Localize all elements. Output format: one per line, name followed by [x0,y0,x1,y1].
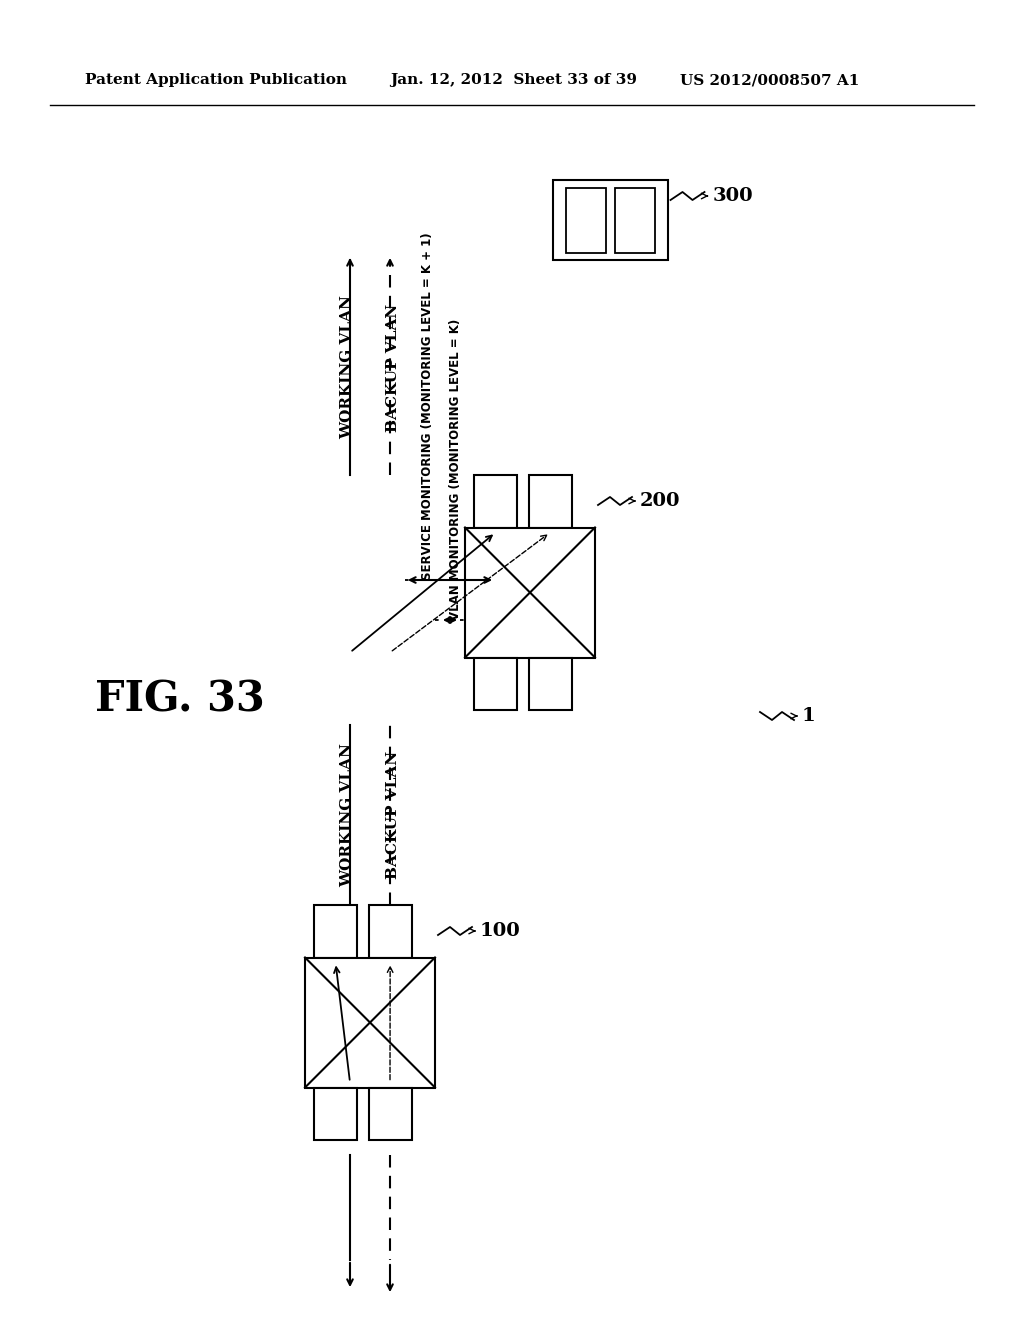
Bar [528,475,571,528]
Text: Patent Application Publication: Patent Application Publication [85,73,347,87]
Text: US 2012/0008507 A1: US 2012/0008507 A1 [680,73,859,87]
Text: 300: 300 [713,187,753,205]
Text: VLAN MONITORING (MONITORING LEVEL = K): VLAN MONITORING (MONITORING LEVEL = K) [449,318,462,620]
Bar [305,957,435,1088]
Bar [565,187,605,253]
Bar [314,1088,357,1140]
Text: 1: 1 [802,708,816,725]
Bar [528,657,571,710]
Bar [465,528,595,657]
Bar [314,906,357,957]
Text: BACKUP VLAN: BACKUP VLAN [386,751,400,879]
Text: Jan. 12, 2012  Sheet 33 of 39: Jan. 12, 2012 Sheet 33 of 39 [390,73,637,87]
Bar [614,187,654,253]
Bar [474,657,517,710]
Text: BACKUP VLAN: BACKUP VLAN [386,304,400,432]
Text: WORKING VLAN: WORKING VLAN [340,296,354,440]
Text: SERVICE MONITORING (MONITORING LEVEL = K + 1): SERVICE MONITORING (MONITORING LEVEL = K… [422,232,434,579]
Bar [553,180,668,260]
Bar [369,1088,412,1140]
Text: 100: 100 [480,921,521,940]
Text: WORKING VLAN: WORKING VLAN [340,743,354,887]
Bar [369,906,412,957]
Text: 200: 200 [640,492,681,510]
Bar [474,475,517,528]
Text: FIG. 33: FIG. 33 [95,678,265,721]
